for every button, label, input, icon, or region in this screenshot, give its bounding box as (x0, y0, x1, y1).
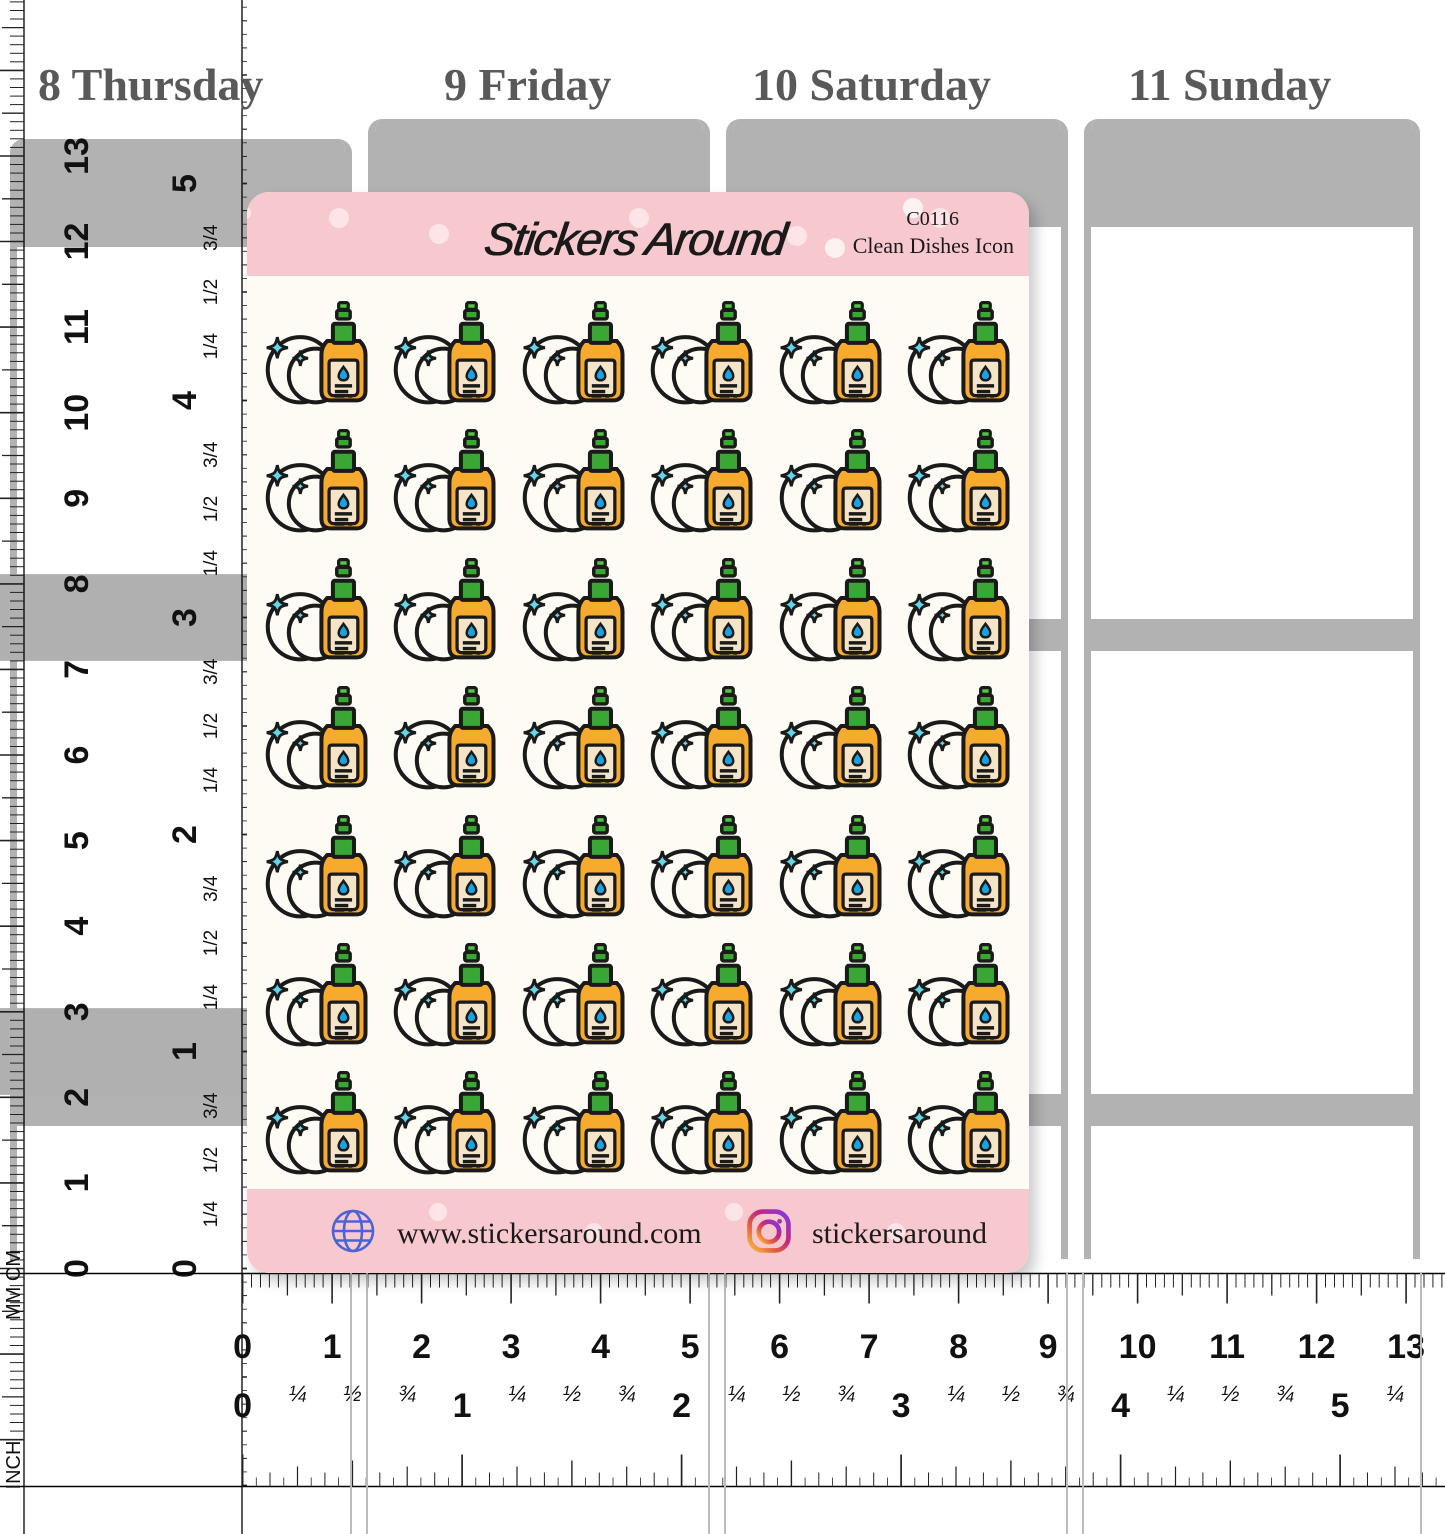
svg-text:½: ½ (563, 1381, 581, 1406)
svg-text:1: 1 (58, 1173, 96, 1192)
svg-text:3/4: 3/4 (201, 875, 222, 902)
svg-text:5: 5 (58, 831, 96, 850)
svg-text:¼: ¼ (947, 1381, 965, 1406)
svg-text:8: 8 (58, 574, 96, 593)
svg-text:1/4: 1/4 (201, 1201, 222, 1228)
svg-text:½: ½ (1002, 1381, 1020, 1406)
svg-text:6: 6 (58, 746, 96, 765)
svg-text:1/4: 1/4 (201, 984, 222, 1011)
svg-text:4: 4 (166, 391, 204, 410)
svg-text:7: 7 (58, 660, 96, 679)
svg-text:1: 1 (323, 1328, 342, 1366)
svg-text:2: 2 (166, 825, 204, 844)
svg-text:¾: ¾ (1276, 1381, 1294, 1406)
svg-text:4: 4 (591, 1328, 610, 1366)
svg-text:INCH: INCH (3, 1441, 25, 1490)
svg-text:1/2: 1/2 (201, 1147, 222, 1173)
svg-text:5: 5 (681, 1328, 700, 1366)
svg-text:1/4: 1/4 (201, 767, 222, 794)
svg-text:¼: ¼ (1166, 1381, 1184, 1406)
svg-text:5: 5 (1331, 1387, 1350, 1425)
svg-text:3: 3 (892, 1387, 911, 1425)
svg-text:MM CM: MM CM (3, 1250, 25, 1320)
svg-text:10: 10 (58, 394, 96, 432)
svg-text:2: 2 (672, 1387, 691, 1425)
svg-text:9: 9 (58, 489, 96, 508)
svg-text:11: 11 (1209, 1328, 1245, 1366)
svg-text:¼: ¼ (288, 1381, 306, 1406)
svg-text:¼: ¼ (727, 1381, 745, 1406)
svg-text:8: 8 (949, 1328, 968, 1366)
svg-text:5: 5 (166, 174, 204, 193)
svg-text:12: 12 (58, 223, 96, 261)
svg-text:4: 4 (1111, 1387, 1130, 1425)
svg-text:7: 7 (860, 1328, 879, 1366)
svg-text:6: 6 (770, 1328, 789, 1366)
svg-text:¾: ¾ (837, 1381, 855, 1406)
svg-text:0: 0 (233, 1387, 252, 1425)
svg-text:2: 2 (58, 1088, 96, 1107)
svg-text:1/4: 1/4 (201, 333, 222, 360)
svg-text:4: 4 (58, 917, 96, 936)
svg-text:1: 1 (453, 1387, 472, 1425)
svg-text:½: ½ (782, 1381, 800, 1406)
svg-text:3/4: 3/4 (201, 1092, 222, 1119)
svg-text:3/4: 3/4 (201, 224, 222, 251)
svg-text:9: 9 (1039, 1328, 1058, 1366)
svg-text:12: 12 (1298, 1328, 1336, 1366)
svg-text:13: 13 (58, 137, 96, 175)
svg-text:¾: ¾ (398, 1381, 416, 1406)
svg-text:¼: ¼ (508, 1381, 526, 1406)
svg-text:½: ½ (343, 1381, 361, 1406)
svg-text:11: 11 (58, 309, 96, 345)
svg-text:3/4: 3/4 (201, 658, 222, 685)
svg-text:10: 10 (1119, 1328, 1157, 1366)
svg-text:3: 3 (502, 1328, 521, 1366)
svg-text:3/4: 3/4 (201, 441, 222, 468)
svg-text:¼: ¼ (1386, 1381, 1404, 1406)
svg-text:0: 0 (233, 1328, 252, 1366)
svg-text:1/2: 1/2 (201, 496, 222, 522)
svg-text:¾: ¾ (618, 1381, 636, 1406)
svg-text:1/2: 1/2 (201, 713, 222, 739)
svg-text:2: 2 (412, 1328, 431, 1366)
svg-text:3: 3 (58, 1002, 96, 1021)
svg-text:½: ½ (1221, 1381, 1239, 1406)
svg-text:1/2: 1/2 (201, 930, 222, 956)
svg-text:3: 3 (166, 608, 204, 627)
svg-text:1/4: 1/4 (201, 550, 222, 577)
svg-text:1: 1 (166, 1042, 204, 1061)
svg-text:1/2: 1/2 (201, 279, 222, 305)
